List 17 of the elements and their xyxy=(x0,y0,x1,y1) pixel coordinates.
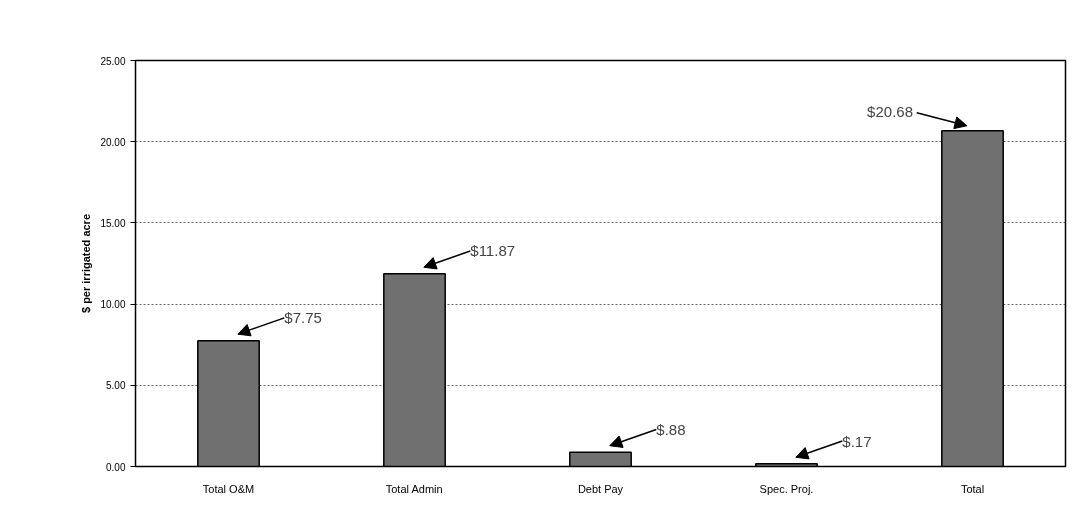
x-tick-label: Total xyxy=(960,482,985,495)
y-tick-label: 0.00 xyxy=(106,461,126,473)
data-label: $7.75 xyxy=(284,309,322,327)
x-tick-label: Total O&M xyxy=(202,482,255,495)
data-label: $11.87 xyxy=(470,242,516,260)
data-label: $.88 xyxy=(656,420,686,438)
y-tick-label: 10.00 xyxy=(100,299,126,311)
x-tick-label: Total Admin xyxy=(385,482,443,495)
x-tick-label: Debt Pay xyxy=(577,482,624,495)
y-axis-title: $ per irrigated acre xyxy=(80,213,93,314)
y-tick-label: 25.00 xyxy=(100,55,126,67)
data-label: $.17 xyxy=(842,432,872,450)
y-tick-label: 15.00 xyxy=(100,217,126,229)
data-label: $20.68 xyxy=(867,102,913,120)
x-tick-label: Spec. Proj. xyxy=(759,482,814,495)
y-tick-label: 5.00 xyxy=(106,380,126,392)
y-tick-label: 20.00 xyxy=(100,136,126,148)
